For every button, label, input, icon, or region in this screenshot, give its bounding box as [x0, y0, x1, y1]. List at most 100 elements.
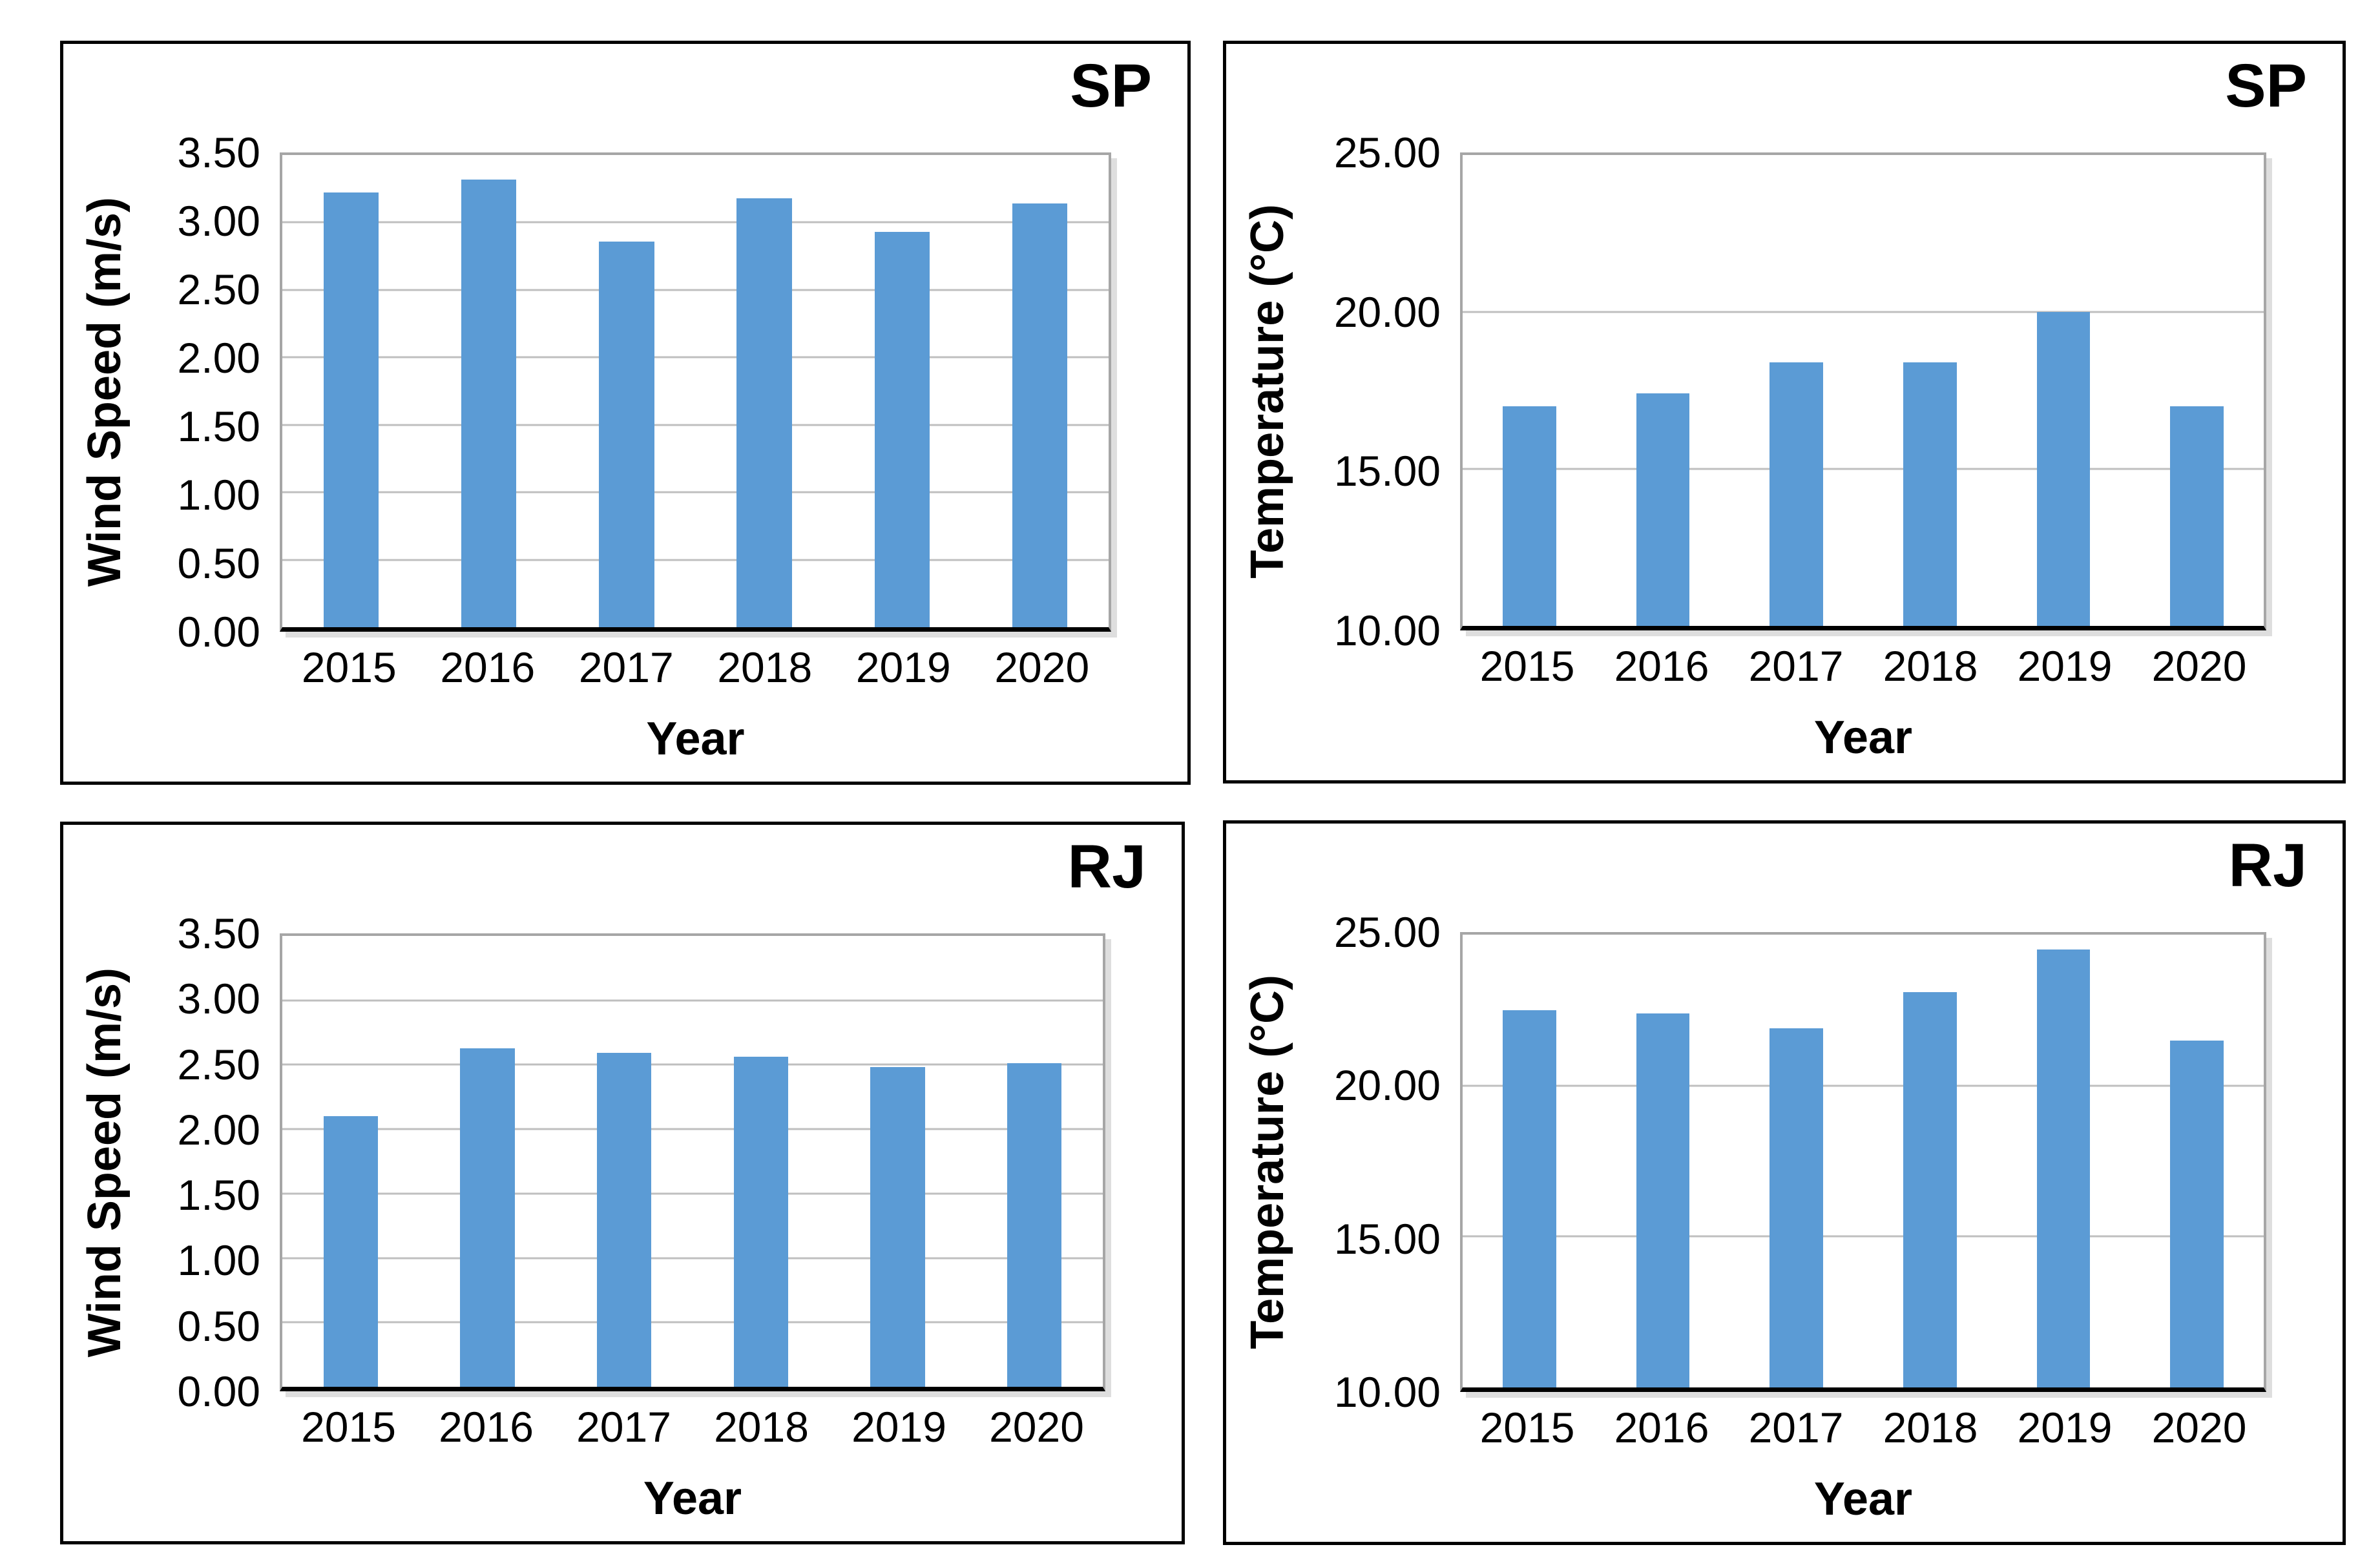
gridline: [282, 1257, 1103, 1260]
x-tick-label: 2019: [2017, 642, 2113, 690]
gridline: [282, 424, 1109, 426]
plot-area: [280, 933, 1105, 1391]
y-tick-label: 0.00: [177, 1367, 260, 1415]
y-tick-label: 1.50: [177, 1171, 260, 1219]
x-tick-label: 2015: [301, 643, 397, 691]
bar-2017: [1769, 362, 1823, 626]
y-tick-label: 3.00: [177, 197, 260, 245]
bar-2017: [596, 1053, 652, 1387]
y-tick-label: 20.00: [1333, 287, 1441, 336]
gridline: [282, 491, 1109, 493]
x-axis-title: Year: [646, 713, 745, 765]
x-tick-label: 2015: [301, 1403, 396, 1451]
x-tick-label: 2016: [1614, 1404, 1709, 1451]
x-tick-label: 2019: [851, 1403, 946, 1451]
x-tick-label: 2020: [989, 1403, 1084, 1451]
bar-2016: [461, 179, 517, 627]
bar-2018: [1903, 991, 1957, 1387]
y-tick-label: 0.00: [177, 608, 260, 656]
x-tick-label: 2020: [2151, 642, 2247, 690]
chart-panel-rj-temperature: RJ Temperature (°C) 10.00 15.00 20.00 25.00…: [1223, 820, 2346, 1545]
y-tick-label: 25.00: [1333, 129, 1441, 176]
y-tick-label: 1.00: [177, 1236, 260, 1285]
x-tick-label: 2017: [1748, 642, 1844, 690]
x-tick-label: 2017: [1748, 1404, 1844, 1451]
y-tick-label: 1.50: [177, 402, 260, 450]
y-tick-label: 20.00: [1333, 1061, 1441, 1110]
y-tick-label: 15.00: [1333, 1214, 1441, 1263]
x-tick-label: 2016: [440, 643, 536, 691]
plot-area: [280, 152, 1111, 632]
y-tick-label: 2.50: [177, 1040, 260, 1088]
y-tick-label: 2.50: [177, 265, 260, 313]
bar-2018: [1903, 362, 1957, 626]
y-tick-label: 0.50: [177, 1302, 260, 1350]
x-tick-label: 2015: [1479, 1404, 1575, 1451]
bar-2015: [1503, 1010, 1556, 1387]
y-tick-label: 10.00: [1333, 607, 1441, 654]
x-tick-label: 2019: [2017, 1404, 2113, 1451]
bar-2020: [2170, 1040, 2224, 1387]
gridline: [1463, 1235, 2264, 1238]
y-tick-label: 2.00: [177, 334, 260, 382]
x-axis-title: Year: [1813, 1473, 1913, 1525]
x-tick-label: 2016: [1614, 642, 1709, 690]
bar-2019: [2036, 312, 2091, 626]
bar-2018: [736, 198, 792, 627]
bar-2015: [323, 1116, 379, 1387]
x-tick-label: 2018: [714, 1403, 809, 1451]
y-tick-label: 3.50: [177, 909, 260, 957]
bar-2019: [870, 1067, 925, 1387]
y-tick-label: 2.00: [177, 1105, 260, 1154]
y-axis-tick-labels: 0.00 0.50 1.00 1.50 2.00 2.50 3.00 3.50: [63, 131, 260, 653]
gridline: [282, 221, 1109, 223]
x-tick-label: 2015: [1479, 642, 1575, 690]
y-tick-label: 10.00: [1333, 1368, 1441, 1416]
region-label: SP: [2225, 52, 2307, 120]
bar-2018: [733, 1057, 789, 1387]
y-axis-tick-labels: 10.00 15.00 20.00 25.00: [1226, 131, 1441, 652]
bar-2020: [1007, 1063, 1062, 1387]
x-tick-label: 2018: [717, 643, 813, 691]
gridline: [282, 289, 1109, 291]
chart-panel-sp-wind-speed: SP Wind Speed (m/s) 0.00 0.50 1.00 1.50 2.00…: [60, 41, 1191, 785]
bar-2015: [1503, 406, 1556, 626]
bar-2017: [1769, 1028, 1823, 1387]
chart-panel-rj-wind-speed: RJ Wind Speed (m/s) 0.00 0.50 1.00 1.50 2.00…: [60, 822, 1185, 1544]
x-tick-label: 2020: [994, 643, 1090, 691]
x-axis-title: Year: [1813, 712, 1913, 763]
gridline: [282, 999, 1103, 1002]
bar-2020: [1012, 203, 1068, 627]
x-tick-label: 2016: [439, 1403, 534, 1451]
x-axis-tick-labels: 2015 2016 2017 2018 2019 2020: [1460, 645, 2266, 696]
gridline: [282, 1192, 1103, 1195]
gridline: [282, 1063, 1103, 1066]
bar-2017: [599, 241, 654, 627]
x-tick-label: 2019: [855, 643, 951, 691]
plot-area: [1460, 152, 2266, 630]
y-tick-label: 3.00: [177, 975, 260, 1023]
gridline: [282, 1128, 1103, 1130]
y-tick-label: 3.50: [177, 129, 260, 176]
chart-panel-sp-temperature: SP Temperature (°C) 10.00 15.00 20.00 25.00…: [1223, 41, 2346, 784]
bar-2016: [1636, 393, 1690, 626]
bar-2016: [460, 1048, 515, 1387]
x-tick-label: 2018: [1883, 1404, 1978, 1451]
bar-2019: [874, 232, 930, 627]
y-tick-label: 15.00: [1333, 447, 1441, 495]
gridline: [1463, 468, 2264, 470]
y-axis-tick-labels: 10.00 15.00 20.00 25.00: [1226, 911, 1441, 1413]
x-axis-tick-labels: 2015 2016 2017 2018 2019 2020: [1460, 1406, 2266, 1458]
gridline: [282, 1321, 1103, 1323]
y-tick-label: 25.00: [1333, 908, 1441, 956]
bar-2015: [323, 192, 379, 627]
gridline: [282, 356, 1109, 358]
y-tick-label: 1.00: [177, 471, 260, 519]
x-tick-label: 2017: [576, 1403, 671, 1451]
x-axis-tick-labels: 2015 2016 2017 2018 2019 2020: [280, 1406, 1105, 1457]
x-tick-label: 2018: [1883, 642, 1978, 690]
y-tick-label: 0.50: [177, 539, 260, 587]
bar-2020: [2170, 406, 2224, 626]
x-axis-tick-labels: 2015 2016 2017 2018 2019 2020: [280, 646, 1111, 698]
